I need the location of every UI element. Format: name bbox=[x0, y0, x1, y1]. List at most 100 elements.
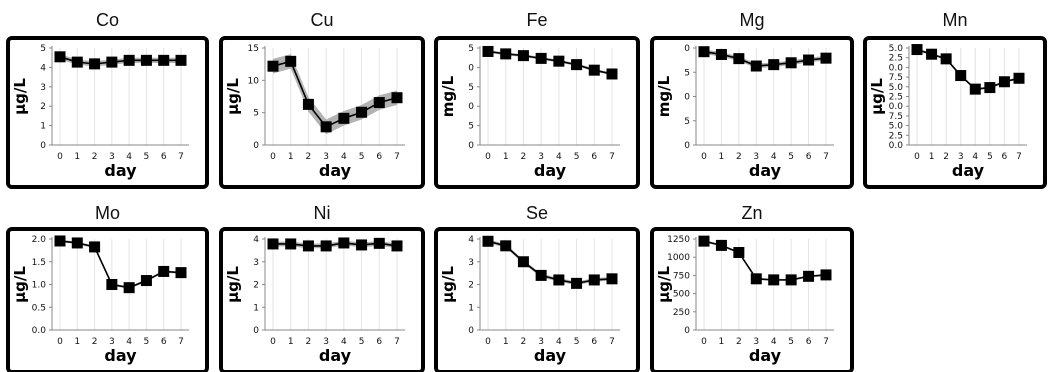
data-point bbox=[106, 279, 118, 290]
data-point bbox=[285, 55, 297, 67]
chart-panel-co: Co 0 1 2 3 4 5 0 1 2 3 4 5 6 7 day µg/L bbox=[6, 10, 209, 189]
x-axis-label: day bbox=[319, 161, 352, 180]
x-tick-label: 0 bbox=[270, 337, 276, 347]
x-axis-label: day bbox=[952, 161, 985, 180]
data-point bbox=[482, 235, 494, 247]
panel-frame bbox=[650, 227, 854, 372]
y-tick-label: 0.5 bbox=[32, 303, 46, 313]
data-point bbox=[54, 235, 66, 247]
x-tick-label: 3 bbox=[538, 152, 544, 162]
y-tick-label: 7.5 bbox=[889, 73, 903, 83]
y-tick-label: 2.0 bbox=[32, 235, 47, 245]
x-tick-label: 4 bbox=[771, 152, 777, 162]
data-point bbox=[302, 240, 314, 252]
x-tick-label: 0 bbox=[57, 152, 63, 162]
x-tick-label: 3 bbox=[753, 152, 759, 162]
data-point bbox=[785, 57, 797, 69]
x-tick-label: 0 bbox=[270, 152, 276, 162]
data-point bbox=[535, 269, 547, 281]
chart-title: Co bbox=[96, 10, 119, 30]
panel-frame bbox=[650, 36, 854, 189]
data-point bbox=[338, 112, 350, 124]
data-point bbox=[158, 265, 170, 277]
x-tick-label: 4 bbox=[556, 337, 562, 347]
x-tick-label: 5 bbox=[574, 337, 580, 347]
y-tick-label: 4 bbox=[468, 235, 474, 245]
x-tick-label: 3 bbox=[538, 337, 544, 347]
data-point bbox=[338, 237, 350, 249]
y-axis-label: µg/L bbox=[224, 266, 242, 303]
y-tick-label: 3 bbox=[468, 258, 474, 268]
x-tick-label: 0 bbox=[485, 337, 491, 347]
y-tick-label: 2.5 bbox=[889, 93, 903, 103]
x-axis-label: day bbox=[534, 161, 567, 180]
x-tick-label: 6 bbox=[806, 337, 812, 347]
y-tick-label: 1 bbox=[40, 122, 46, 132]
y-tick-label: 5 bbox=[468, 122, 474, 132]
x-tick-label: 1 bbox=[719, 152, 725, 162]
y-tick-label: 0 bbox=[253, 141, 259, 151]
data-point bbox=[606, 273, 618, 285]
x-tick-label: 3 bbox=[323, 337, 329, 347]
panel-frame bbox=[863, 36, 1047, 189]
y-tick-label: 5 bbox=[468, 83, 474, 93]
data-point bbox=[302, 98, 314, 110]
data-point bbox=[482, 45, 494, 57]
data-point bbox=[955, 70, 967, 82]
data-point bbox=[373, 237, 385, 249]
data-point bbox=[588, 64, 600, 76]
chart-panel-mo: Mo 0.0 0.5 1.0 1.5 2.0 0 1 2 3 4 5 6 7 day µg/L bbox=[6, 203, 209, 372]
x-tick-label: 1 bbox=[719, 337, 725, 347]
y-tick-label: 0 bbox=[253, 326, 259, 336]
y-tick-label: 5 bbox=[684, 68, 690, 78]
y-tick-label: 1 bbox=[468, 303, 474, 313]
data-point bbox=[106, 56, 118, 68]
data-point bbox=[89, 58, 101, 70]
data-point bbox=[820, 269, 832, 281]
x-tick-label: 6 bbox=[161, 337, 167, 347]
x-axis-label: day bbox=[104, 346, 137, 365]
x-tick-label: 7 bbox=[394, 337, 400, 347]
data-point bbox=[940, 53, 952, 65]
x-tick-label: 2 bbox=[92, 152, 98, 162]
data-point bbox=[698, 46, 710, 58]
data-point bbox=[71, 56, 83, 68]
data-point bbox=[803, 54, 815, 66]
y-tick-label: 0 bbox=[684, 141, 690, 151]
x-tick-label: 3 bbox=[958, 152, 964, 162]
data-point bbox=[1013, 72, 1025, 84]
x-tick-label: 2 bbox=[306, 152, 312, 162]
y-axis-label: µg/L bbox=[224, 78, 242, 115]
data-point bbox=[391, 92, 403, 104]
y-axis-label: µg/L bbox=[868, 78, 886, 115]
data-point bbox=[175, 54, 187, 66]
data-point bbox=[285, 238, 297, 250]
x-tick-label: 1 bbox=[503, 152, 509, 162]
x-axis-label: day bbox=[319, 346, 352, 365]
x-tick-label: 7 bbox=[178, 152, 184, 162]
data-point bbox=[571, 59, 583, 71]
y-tick-label: 3 bbox=[40, 83, 46, 93]
chart-title: Cu bbox=[310, 10, 333, 30]
data-point bbox=[984, 82, 996, 94]
chart-title: Se bbox=[526, 203, 548, 223]
y-tick-label: 250 bbox=[673, 308, 690, 318]
x-tick-label: 2 bbox=[943, 152, 949, 162]
y-axis-label: mg/L bbox=[655, 75, 673, 117]
x-tick-label: 0 bbox=[914, 152, 920, 162]
data-point bbox=[373, 97, 385, 109]
x-tick-label: 7 bbox=[394, 152, 400, 162]
y-axis-label: µg/L bbox=[655, 266, 673, 303]
data-point bbox=[391, 240, 403, 252]
x-tick-label: 6 bbox=[376, 152, 382, 162]
y-tick-label: 2 bbox=[468, 281, 474, 291]
panel-frame bbox=[6, 227, 209, 372]
x-tick-label: 0 bbox=[485, 152, 491, 162]
data-point bbox=[535, 52, 547, 64]
panel-frame bbox=[434, 227, 640, 372]
y-tick-label: 500 bbox=[673, 290, 690, 300]
y-axis-label: µg/L bbox=[439, 266, 457, 303]
data-point bbox=[123, 282, 135, 294]
panel-frame bbox=[434, 36, 640, 189]
y-tick-label: 0 bbox=[468, 102, 474, 112]
